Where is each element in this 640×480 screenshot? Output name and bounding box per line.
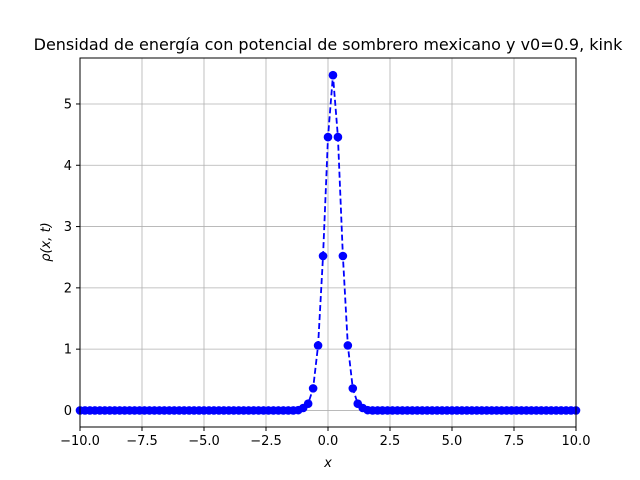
x-tick-label: 2.5 xyxy=(380,434,401,449)
y-tick-label: 0 xyxy=(64,404,72,419)
y-tick-label: 4 xyxy=(64,159,72,174)
grid xyxy=(79,58,577,427)
x-tick-label: 0.0 xyxy=(318,434,339,449)
chart-title: Densidad de energía con potencial de som… xyxy=(34,35,623,54)
x-tick-label: −5.0 xyxy=(188,434,220,449)
x-axis-label: x xyxy=(323,456,332,471)
x-tick-label: −2.5 xyxy=(250,434,282,449)
data-point xyxy=(338,251,348,261)
y-axis-ticks: 0 1 2 3 4 5 xyxy=(64,97,80,419)
x-tick-label: 7.5 xyxy=(504,434,525,449)
data-point xyxy=(318,251,328,261)
data-point xyxy=(308,384,318,393)
y-tick-label: 2 xyxy=(64,281,72,296)
data-point xyxy=(303,399,313,409)
data-point xyxy=(323,132,333,142)
x-tick-label: 5.0 xyxy=(442,434,463,449)
data-point xyxy=(333,132,343,142)
x-tick-label: 10.0 xyxy=(562,434,591,449)
y-tick-label: 3 xyxy=(64,220,72,235)
series-markers xyxy=(75,70,581,415)
x-tick-label: −7.5 xyxy=(126,434,158,449)
data-point xyxy=(313,341,323,350)
data-point xyxy=(328,70,338,80)
y-tick-label: 1 xyxy=(64,343,72,358)
y-tick-label: 5 xyxy=(64,97,72,112)
data-point xyxy=(348,384,358,393)
plot-frame xyxy=(79,57,577,428)
x-tick-label: −10.0 xyxy=(60,434,100,449)
y-axis-label: ρ(x, t) xyxy=(39,222,54,261)
data-point xyxy=(343,341,353,350)
x-axis-ticks: −10.0 −7.5 −5.0 −2.5 0.0 2.5 5.0 7.5 10.0 xyxy=(60,427,590,449)
